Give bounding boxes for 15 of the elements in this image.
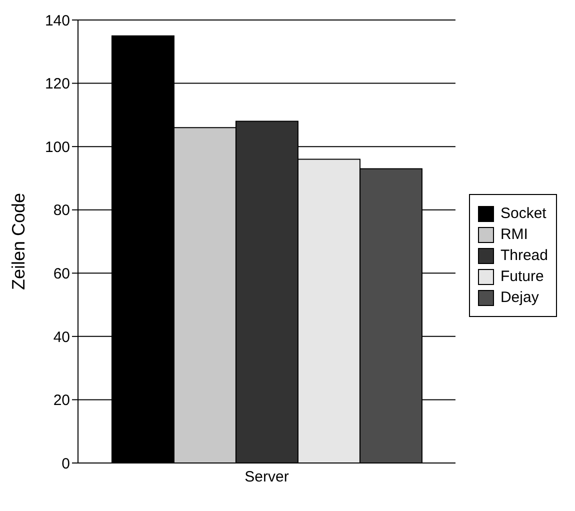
legend-label: Dejay <box>500 289 539 306</box>
y-tick-label: 40 <box>53 328 70 346</box>
legend-label: RMI <box>500 226 528 243</box>
y-tick-label: 0 <box>62 455 70 472</box>
legend-label: Future <box>500 268 544 285</box>
legend-label: Socket <box>500 205 546 222</box>
y-tick-label: 120 <box>44 76 70 93</box>
y-axis-title: Zeilen Code <box>8 192 28 290</box>
y-tick-label: 60 <box>53 265 70 282</box>
y-tick-label: 140 <box>44 12 70 30</box>
x-tick-label: Server <box>244 468 289 486</box>
legend-label: Thread <box>500 247 548 264</box>
y-tick-label: 100 <box>44 138 70 156</box>
y-tick-label: 20 <box>53 392 70 410</box>
y-tick-label: 80 <box>53 202 70 220</box>
